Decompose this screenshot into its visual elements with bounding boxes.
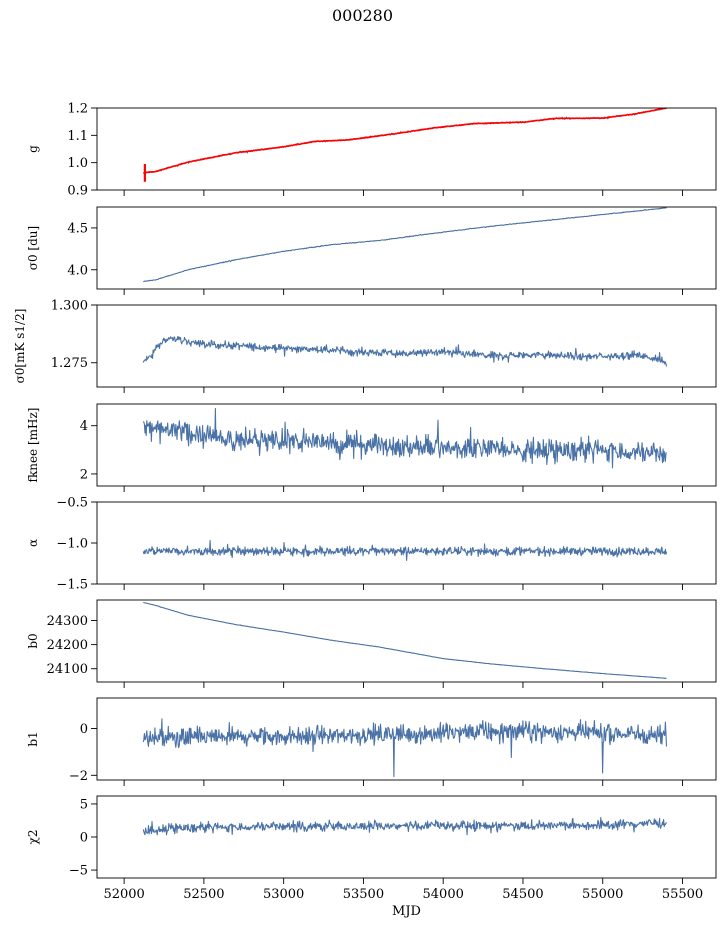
series-line-1 [142, 718, 668, 778]
y-tick-label: 1.275 [51, 356, 88, 371]
y-tick-label: 0 [80, 722, 88, 737]
y-tick-label: 2 [80, 467, 88, 482]
plot-area [142, 539, 668, 561]
y-tick-label: −5 [69, 864, 88, 879]
x-tick-label: 53500 [343, 887, 384, 902]
axes-frame [96, 795, 717, 879]
series-line-2 [143, 108, 667, 174]
axes-frame [96, 599, 717, 683]
y-tick-label: −1.5 [56, 578, 88, 593]
series-line-1 [142, 336, 668, 367]
axes-frame [96, 304, 717, 388]
y-tick-label: 4.5 [67, 221, 88, 236]
x-tick-label: 53000 [263, 887, 304, 902]
y-tick-label: 1.0 [67, 156, 88, 171]
panel-3: 1.275 1.300 σ0[mK s1/2] [13, 299, 717, 393]
series-line-1 [142, 539, 668, 561]
x-tick-label: 55000 [582, 887, 623, 902]
y-tick-label: 5 [80, 797, 88, 812]
y-axis-label: g [26, 145, 40, 153]
y-axis-label: fknee [mHz] [26, 408, 40, 483]
y-tick-label: 24300 [47, 614, 88, 629]
y-tick-label: 1.300 [51, 299, 88, 314]
y-axis-label: b0 [26, 633, 40, 648]
plot-area [142, 718, 668, 778]
x-tick-label: 52500 [183, 887, 224, 902]
plot-area [142, 336, 668, 367]
plot-area [142, 816, 667, 836]
figure-title: 000280 [331, 6, 394, 25]
y-tick-label: 1.1 [67, 129, 88, 144]
y-tick-label: 4.0 [67, 263, 88, 278]
plot-area [142, 407, 667, 469]
panel-1: 0.9 1.0 1.1 1.2 g [26, 102, 717, 199]
panel-6: 24100 24200 24300 b0 [26, 599, 717, 688]
x-tick-label: 54500 [502, 887, 543, 902]
series-line-1 [143, 207, 667, 283]
panel-7: −2 0 b1 [26, 697, 717, 786]
axes-frame [96, 107, 717, 191]
plot-area [143, 207, 667, 283]
y-tick-label: 4 [80, 419, 88, 434]
panel-5: −1.5 −1.0 −0.5 α [26, 496, 717, 593]
plot-area [143, 601, 667, 679]
y-axis-label: σ0 [du] [26, 226, 40, 270]
x-axis-label: MJD [392, 904, 421, 919]
plot-area [143, 108, 667, 182]
axes-frame [96, 403, 717, 487]
panel-8: −5 0 5 52000 52500 53000 53500 54000 54500 55000 5… [26, 795, 717, 919]
series-line-1 [142, 816, 667, 836]
y-axis-label: b1 [26, 731, 40, 746]
y-tick-label: −1.0 [56, 537, 88, 552]
axes-frame [96, 697, 717, 781]
x-tick-label: 54000 [423, 887, 464, 902]
axes-frame [96, 501, 717, 585]
y-tick-label: 1.2 [67, 102, 88, 117]
panel-4: 2 4 fknee [mHz] [26, 403, 717, 492]
x-tick-label: 52000 [103, 887, 144, 902]
y-tick-label: 24200 [47, 638, 88, 653]
y-axis-label: χ2 [26, 830, 40, 845]
y-tick-label: 0.9 [67, 184, 88, 199]
x-tick-label: 55500 [662, 887, 703, 902]
panel-2: 4.0 4.5 σ0 [du] [26, 206, 717, 295]
series-line-1 [142, 407, 667, 469]
y-tick-label: 0 [80, 831, 88, 846]
axes-frame [96, 206, 717, 290]
y-axis-label: α [26, 539, 40, 547]
y-tick-label: −0.5 [56, 496, 88, 511]
y-tick-label: 24100 [47, 662, 88, 677]
y-axis-label: σ0[mK s1/2] [13, 309, 27, 384]
y-tick-label: −2 [69, 769, 88, 784]
series-line-1 [143, 601, 667, 679]
